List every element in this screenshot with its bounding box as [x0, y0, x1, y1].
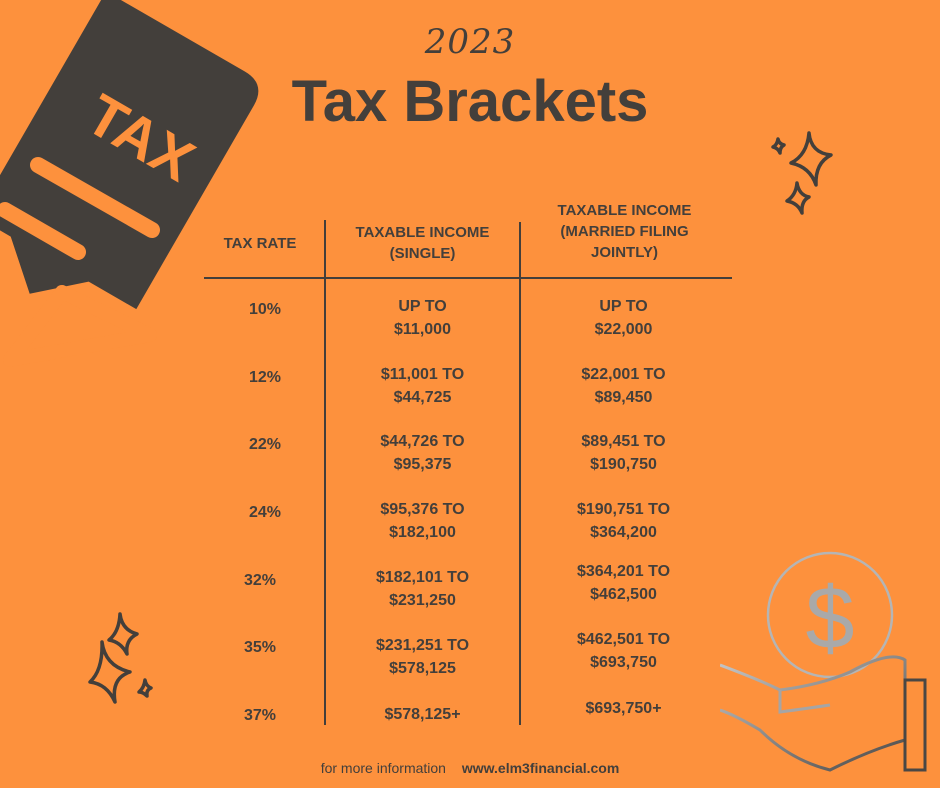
website-link[interactable]: www.elm3financial.com [461, 760, 620, 776]
single-cell: $231,251 TO $578,125 [375, 637, 470, 677]
rate-cell: 12% [248, 369, 282, 386]
single-cell: $578,125+ [384, 706, 461, 723]
column-header-married: TAXABLE INCOME (MARRIED FILING JOINTLY) [522, 200, 727, 263]
married-cell: UP TO $22,000 [594, 298, 653, 338]
sparkles-icon [88, 612, 153, 704]
rate-cell: 35% [243, 639, 277, 656]
column-divider [324, 220, 326, 725]
tax-document-icon: TAX [0, 0, 259, 367]
column-divider [519, 222, 521, 725]
single-cell: $11,001 TO $44,725 [380, 366, 465, 406]
header-line: (SINGLE) [389, 245, 456, 262]
dollar-icon: $ [806, 568, 855, 667]
married-cell: $462,501 TO $693,750 [576, 631, 671, 671]
married-cell: $190,751 TO $364,200 [576, 501, 671, 541]
married-cell: $693,750+ [585, 700, 662, 717]
rate-cell: 32% [243, 572, 277, 589]
single-cell: UP TO $11,000 [394, 298, 451, 338]
header-divider [204, 277, 732, 279]
year-heading: 2023 [424, 22, 516, 62]
single-cell: $44,726 TO $95,375 [380, 433, 465, 473]
footer: for more information www.elm3financial.c… [0, 760, 940, 776]
single-cell: $182,101 TO $231,250 [375, 569, 470, 609]
page-title: Tax Brackets [291, 69, 649, 134]
married-cell: $22,001 TO $89,450 [581, 366, 666, 406]
column-header-single: TAXABLE INCOME (SINGLE) [330, 222, 515, 264]
header-line: JOINTLY) [591, 244, 658, 261]
column-header-tax-rate: TAX RATE [223, 235, 297, 252]
rate-cell: 22% [248, 436, 282, 453]
header-line: TAXABLE INCOME [557, 202, 692, 219]
header-line: TAXABLE INCOME [355, 224, 490, 241]
married-cell: $364,201 TO $462,500 [576, 563, 671, 603]
sparkles-icon [771, 131, 833, 215]
married-cell: $89,451 TO $190,750 [581, 433, 666, 473]
footer-note: for more information [320, 760, 446, 776]
rate-cell: 37% [243, 707, 277, 724]
hand-holding-dollar-icon: $ [720, 551, 927, 772]
header-line: (MARRIED FILING [560, 223, 689, 240]
rate-cell: 24% [248, 504, 282, 521]
single-cell: $95,376 TO $182,100 [380, 501, 465, 541]
rate-cell: 10% [248, 301, 282, 318]
